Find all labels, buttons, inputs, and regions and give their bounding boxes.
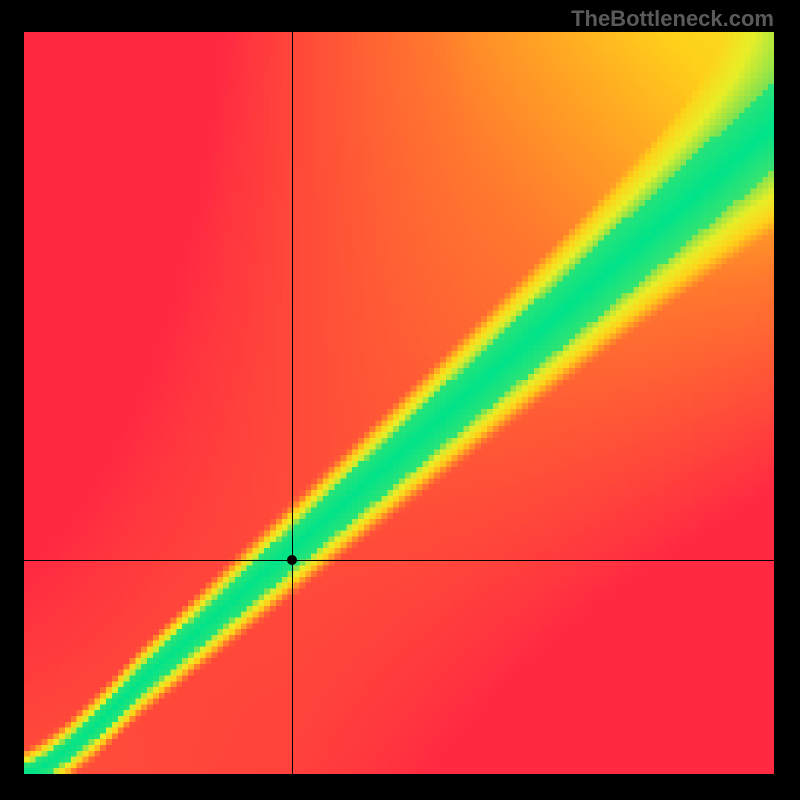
watermark-text: TheBottleneck.com [571,6,774,32]
crosshair-vertical [292,32,293,774]
crosshair-marker [287,555,297,565]
crosshair-horizontal [24,560,774,561]
heatmap-canvas [24,32,774,774]
heatmap-plot [24,32,774,774]
